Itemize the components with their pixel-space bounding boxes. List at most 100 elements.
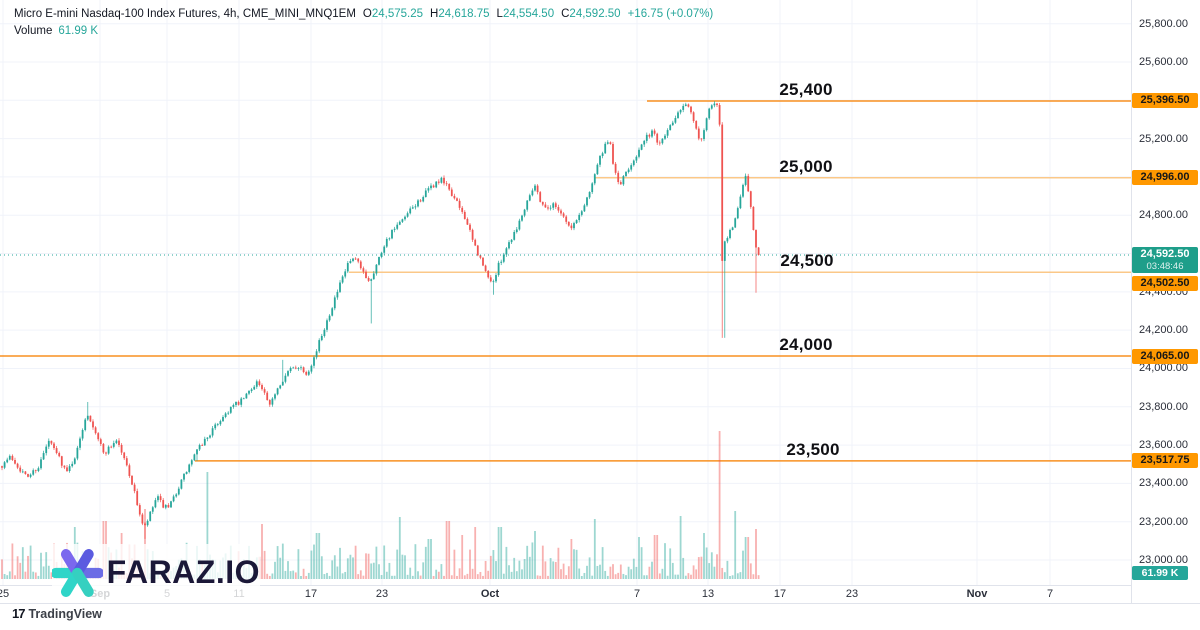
volume-bar [437, 571, 440, 579]
volume-bar [401, 554, 404, 579]
candle-body [318, 340, 321, 352]
volume-bar [432, 575, 435, 579]
volume-row[interactable]: Volume 61.99 K [14, 25, 98, 37]
volume-bar [396, 549, 399, 579]
symbol-header[interactable]: Micro E-mini Nasdaq-100 Index Futures, 4… [14, 8, 713, 20]
candle-body [565, 216, 568, 222]
candle-body [687, 104, 690, 107]
volume-bar [755, 529, 757, 579]
candle-body [255, 381, 258, 387]
volume-bar [417, 571, 419, 579]
volume-bar [419, 575, 422, 579]
volume-bar [323, 574, 326, 579]
candle-body [86, 415, 89, 420]
price-tick-label: 23,000.00 [1139, 554, 1188, 566]
volume-bar [679, 516, 682, 579]
pane-bottom-border [0, 585, 1200, 586]
volume-bar [349, 554, 352, 579]
volume-bar [718, 431, 721, 579]
candle-body [521, 215, 523, 221]
candle-body [666, 130, 669, 136]
candle-body [484, 265, 487, 271]
candle-body [89, 415, 92, 422]
candle-body [53, 443, 55, 449]
time-tick-label: 23 [845, 588, 859, 600]
price-change: +16.75 (+0.07%) [627, 8, 714, 20]
volume-bar [346, 558, 349, 579]
candle-body [734, 218, 737, 228]
volume-bar [14, 575, 16, 579]
candle-body [479, 255, 482, 258]
volume-bar [453, 549, 456, 579]
candle-body [29, 474, 32, 477]
volume-bar [357, 574, 360, 579]
volume-bar [268, 575, 271, 579]
volume-bar [627, 566, 630, 579]
candle-body [214, 424, 217, 429]
price-tick-label: 23,200.00 [1139, 515, 1188, 528]
volume-bar [575, 549, 578, 579]
volume-bar [734, 511, 737, 579]
volume-bar [333, 555, 336, 579]
volume-bar [34, 572, 37, 579]
candle-body [271, 398, 274, 405]
volume-bar [336, 566, 339, 579]
candle-body [141, 514, 144, 524]
candle-body [380, 252, 383, 258]
volume-bar [424, 546, 427, 579]
volume-bar [593, 519, 596, 579]
ohlc-high: H24,618.75 [430, 8, 490, 20]
candle-body [339, 282, 341, 292]
candle-body [227, 412, 230, 414]
chart-canvas[interactable] [0, 0, 1131, 585]
candle-body [539, 192, 542, 202]
level-badge-24996: 24,996.00 [1132, 170, 1198, 186]
volume-bar [440, 564, 443, 579]
candle-body [435, 181, 438, 188]
candle-body [258, 381, 261, 386]
volume-bar [380, 575, 383, 579]
volume-bar [276, 546, 279, 579]
candle-body [263, 389, 266, 393]
candle-body [437, 181, 440, 183]
candle-body [609, 142, 612, 144]
price-axis[interactable]: 25,800.00 25,600.00 25,200.00 24,800.00 24,4… [1131, 0, 1200, 603]
time-axis[interactable]: 25Sep5111723Oct7131723Nov7 [0, 585, 1131, 603]
volume-bar [736, 573, 739, 579]
volume-bar [682, 557, 685, 579]
candle-body [102, 443, 105, 453]
candle-body [248, 391, 250, 394]
candle-body [71, 463, 74, 467]
volume-bar [692, 565, 695, 579]
candle-body [453, 195, 456, 199]
volume-bar [375, 546, 378, 579]
volume-bar [458, 568, 461, 579]
candle-body [336, 291, 339, 298]
candle-body [630, 165, 633, 170]
watermark-text: FARAZ.IO [106, 554, 260, 590]
volume-bar [489, 555, 492, 579]
candle-body [323, 329, 326, 336]
candle-body [466, 218, 469, 225]
volume-bar [445, 521, 448, 579]
price-tick-label: 23,400.00 [1139, 477, 1188, 490]
candle-body [404, 216, 406, 220]
tradingview-attribution[interactable]: 17 TradingView [12, 606, 102, 621]
candle-body [133, 484, 136, 492]
volume-bar [3, 574, 6, 579]
candle-body [640, 144, 643, 150]
volume-bar [630, 569, 633, 579]
volume-bar [749, 563, 752, 579]
volume-bar [443, 575, 445, 579]
candle-body [534, 185, 536, 191]
volume-bar [8, 571, 11, 579]
candle-body [302, 367, 305, 373]
volume-bar [1, 559, 3, 579]
candle-body [643, 140, 646, 145]
candle-body [552, 203, 555, 208]
volume-bar [435, 569, 438, 579]
time-tick-label: 13 [701, 588, 715, 600]
candle-body [146, 520, 149, 526]
candle-body [1, 466, 3, 468]
